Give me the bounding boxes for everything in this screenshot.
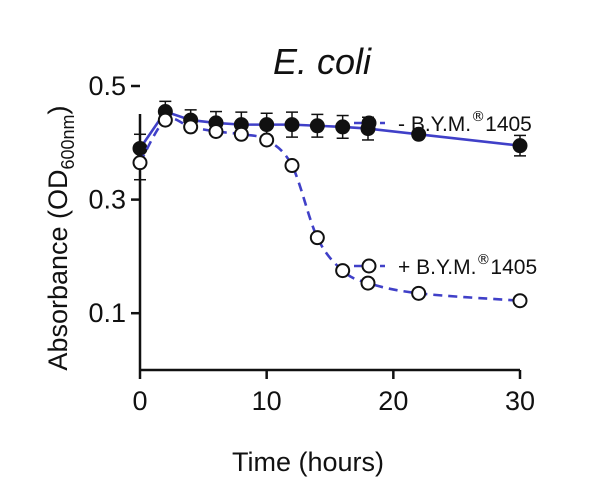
data-point-plus <box>132 155 148 171</box>
data-point-minus <box>335 119 351 135</box>
series-layer <box>132 100 528 309</box>
x-tick-label: 0 <box>132 386 147 416</box>
y-tick-label: 0.1 <box>88 298 126 328</box>
x-axis-label: Time (hours) <box>232 447 384 477</box>
data-point-plus <box>309 230 325 246</box>
legend-label-minus: - B.Y.M.®1405 <box>398 109 532 136</box>
legend-label-plus-prefix: + B.Y.M. <box>398 256 476 279</box>
legend-label-plus: + B.Y.M.®1405 <box>398 252 537 279</box>
data-point-plus <box>233 126 249 142</box>
y-axis-label: Absorbance (OD600nm) <box>43 105 78 370</box>
data-point-minus <box>259 117 275 133</box>
data-point-plus <box>284 158 300 174</box>
chart-title: E. coli <box>273 41 372 82</box>
data-point-minus <box>284 117 300 133</box>
legend-marker-plus <box>361 258 377 274</box>
data-point-plus <box>411 285 427 301</box>
data-point-plus <box>259 132 275 148</box>
legend-entry-minus: - B.Y.M.®1405 <box>354 109 532 136</box>
x-ticks: 0 10 20 30 <box>132 370 535 416</box>
series-plus <box>132 112 528 309</box>
legend-label-plus-suffix: 1405 <box>490 256 537 279</box>
legend-entry-plus: + B.Y.M.®1405 <box>354 252 537 279</box>
y-tick-label: 0.3 <box>88 185 126 215</box>
data-point-plus <box>335 263 351 279</box>
y-axis-label-close: ) <box>43 105 73 114</box>
legend-label-minus-suffix: 1405 <box>485 113 532 136</box>
data-point-plus <box>512 293 528 309</box>
y-tick-label: 0.5 <box>88 71 126 101</box>
x-tick-label: 30 <box>505 386 535 416</box>
y-ticks: 0.1 0.3 0.5 <box>88 71 140 328</box>
legend-label-minus-sup: ® <box>471 109 485 125</box>
legend: - B.Y.M.®1405 + B.Y.M.®1405 <box>354 109 537 279</box>
x-tick-label: 20 <box>378 386 408 416</box>
x-tick-label: 10 <box>252 386 282 416</box>
data-point-plus <box>360 275 376 291</box>
data-point-minus <box>309 118 325 134</box>
data-point-minus <box>512 138 528 154</box>
data-point-plus <box>208 123 224 139</box>
y-axis-label-sub: 600nm <box>58 114 78 169</box>
axes <box>138 114 520 372</box>
y-axis-label-main: Absorbance (OD <box>43 169 73 370</box>
data-point-plus <box>183 119 199 135</box>
legend-label-plus-sup: ® <box>476 252 490 268</box>
data-point-plus <box>157 112 173 128</box>
legend-label-minus-prefix: - B.Y.M. <box>398 113 471 136</box>
legend-marker-minus <box>361 115 377 131</box>
data-point-minus <box>411 126 427 142</box>
